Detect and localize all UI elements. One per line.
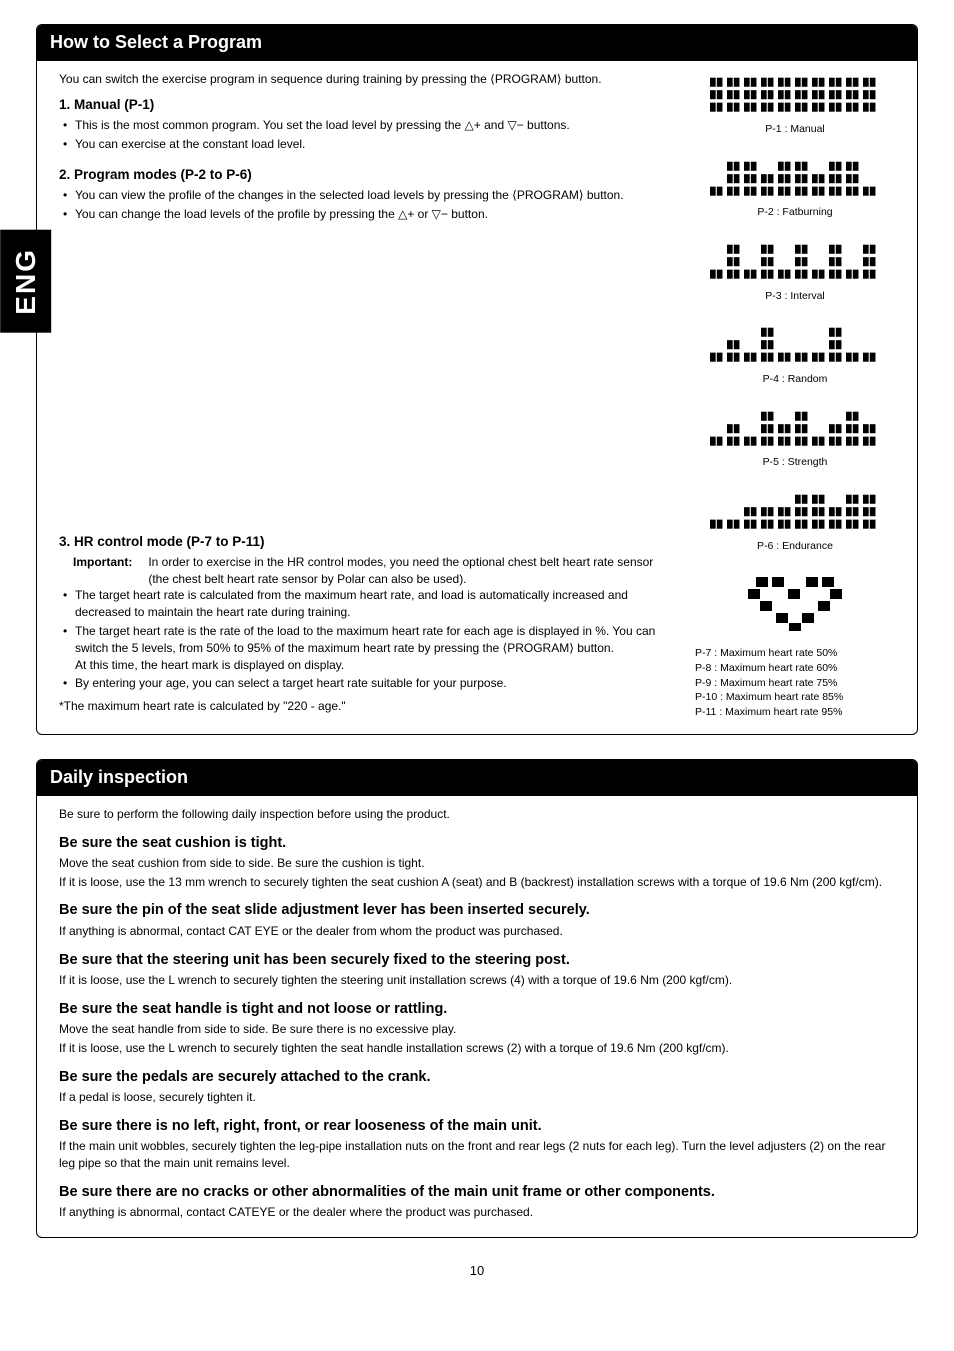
inspection-text: If it is loose, use the 13 mm wrench to … [59,874,895,891]
profile-caption: P-3 : Interval [695,289,895,304]
inspection-text: If it is loose, use the L wrench to secu… [59,1040,895,1057]
inspection-heading: Be sure there is no left, right, front, … [59,1116,895,1136]
inspection-text: If a pedal is loose, securely tighten it… [59,1089,895,1106]
inspection-heading: Be sure the pedals are securely attached… [59,1067,895,1087]
profile-caption: P-2 : Fatburning [695,205,895,220]
important-label: Important: [73,554,145,571]
bullet: The target heart rate is the rate of the… [63,623,675,673]
section-title: How to Select a Program [36,24,918,61]
page-number: 10 [36,1262,918,1280]
language-tab: ENG [0,230,51,333]
section-daily-inspection: Daily inspection Be sure to perform the … [36,759,918,1238]
profile-p2: P-2 : Fatburning [695,155,895,220]
inspection-text: If the main unit wobbles, securely tight… [59,1138,895,1172]
inspection-text: If anything is abnormal, contact CAT EYE… [59,923,895,940]
bullet: By entering your age, you can select a t… [63,675,675,692]
profile-p5: P-5 : Strength [695,405,895,470]
profile-caption: P-1 : Manual [695,122,895,137]
heading-program-modes: 2. Program modes (P-2 to P-6) [59,166,675,185]
inspection-text: If anything is abnormal, contact CATEYE … [59,1204,895,1221]
heading-manual: 1. Manual (P-1) [59,96,675,115]
hr-line: P-9 : Maximum heart rate 75% [695,676,895,691]
inspection-heading: Be sure that the steering unit has been … [59,950,895,970]
profile-p1: P-1 : Manual [695,71,895,136]
heading-hr-control: 3. HR control mode (P-7 to P-11) [59,533,675,552]
bullet: This is the most common program. You set… [63,117,675,134]
intro-text: You can switch the exercise program in s… [59,71,675,88]
profile-hr-icon [695,571,895,636]
inspection-text: Move the seat cushion from side to side.… [59,855,895,872]
inspection-text: If it is loose, use the L wrench to secu… [59,972,895,989]
section-title: Daily inspection [36,759,918,796]
footnote: *The maximum heart rate is calculated by… [59,698,675,715]
profile-p4: P-4 : Random [695,321,895,386]
profile-p3: P-3 : Interval [695,238,895,303]
profile-p6: P-6 : Endurance [695,488,895,553]
inspection-text: Move the seat handle from side to side. … [59,1021,895,1038]
inspection-heading: Be sure there are no cracks or other abn… [59,1182,895,1202]
program-text-column: You can switch the exercise program in s… [59,71,675,719]
bullet: You can view the profile of the changes … [63,187,675,204]
profile-caption: P-4 : Random [695,372,895,387]
inspection-heading: Be sure the seat handle is tight and not… [59,999,895,1019]
program-profiles-column: P-1 : Manual P-2 : Fatburning P-3 : Inte… [695,71,895,719]
bullet: The target heart rate is calculated from… [63,587,675,621]
hr-line: P-11 : Maximum heart rate 95% [695,705,895,720]
bullet: You can change the load levels of the pr… [63,206,675,223]
inspection-heading: Be sure the pin of the seat slide adjust… [59,900,895,920]
hr-line: P-7 : Maximum heart rate 50% [695,646,895,661]
inspection-intro: Be sure to perform the following daily i… [59,806,895,823]
bullet-text: The target heart rate is the rate of the… [75,624,655,655]
hr-rate-list: P-7 : Maximum heart rate 50% P-8 : Maxim… [695,646,895,719]
hr-line: P-10 : Maximum heart rate 85% [695,690,895,705]
profile-caption: P-5 : Strength [695,455,895,470]
profile-caption: P-6 : Endurance [695,539,895,554]
bullet: You can exercise at the constant load le… [63,136,675,153]
important-text: In order to exercise in the HR control m… [148,554,670,588]
section-select-program: How to Select a Program You can switch t… [36,24,918,735]
bullet-text: At this time, the heart mark is displaye… [75,658,344,672]
inspection-heading: Be sure the seat cushion is tight. [59,833,895,853]
hr-line: P-8 : Maximum heart rate 60% [695,661,895,676]
